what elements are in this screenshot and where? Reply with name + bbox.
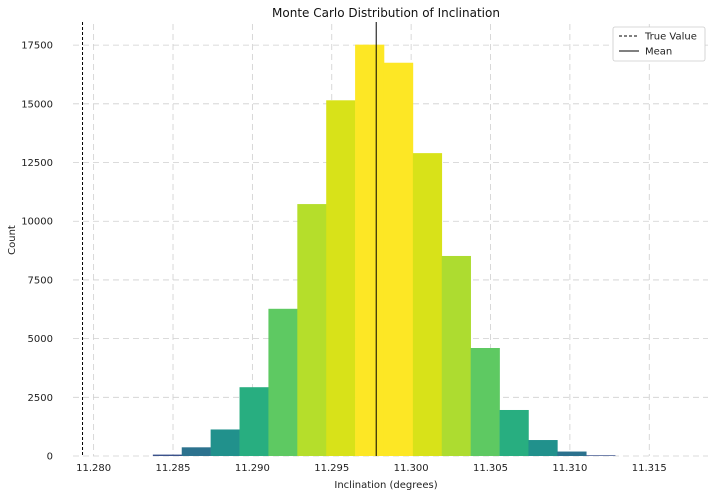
histogram-bar [528,440,558,456]
histogram-bar [297,204,327,456]
histogram-bar [383,62,414,456]
y-axis-label: Count [7,225,18,255]
x-tick-label: 11.285 [156,463,191,474]
histogram-bar [210,429,240,456]
legend: True Value Mean [612,26,706,62]
y-tick-label: 15000 [21,99,53,110]
x-tick-label: 11.280 [76,463,111,474]
histogram-bar [326,100,356,456]
y-tick-label: 5000 [28,334,53,345]
histogram-bar [412,153,443,456]
y-tick-label: 10000 [21,217,53,228]
x-axis-ticks: 11.280 11.285 11.290 11.295 11.300 11.305 11.3… [76,463,667,474]
x-tick-label: 11.300 [394,463,429,474]
x-tick-label: 11.290 [235,463,270,474]
histogram-bar [152,454,183,456]
histogram-bar [499,409,529,456]
histogram-bar [557,451,587,456]
y-tick-label: 0 [47,452,53,463]
x-tick-label: 11.295 [314,463,349,474]
y-axis-ticks: 0 2500 5000 7500 10000 12500 15000 17500 [21,41,53,463]
legend-mean-label: Mean [645,47,672,58]
y-tick-label: 2500 [28,393,53,404]
reference-lines [82,22,377,456]
histogram-bar [441,255,471,456]
histogram-bar [470,348,500,456]
axes: 11.280 11.285 11.290 11.295 11.300 11.305 11.3… [21,41,667,474]
histogram-bars [152,44,616,457]
x-axis-label: Inclination (degrees) [334,480,437,491]
histogram-bar [268,308,298,456]
x-tick-label: 11.310 [552,463,587,474]
histogram-bar [355,44,385,457]
y-tick-label: 7500 [28,275,53,286]
y-tick-label: 17500 [21,41,53,52]
histogram-bar [586,455,616,456]
x-tick-label: 11.315 [632,463,667,474]
histogram-bar [239,387,269,456]
x-tick-label: 11.305 [473,463,508,474]
legend-true-value-label: True Value [644,32,697,43]
histogram-bar [181,447,211,456]
y-tick-label: 12500 [21,158,53,169]
chart-title: Monte Carlo Distribution of Inclination [272,6,500,20]
